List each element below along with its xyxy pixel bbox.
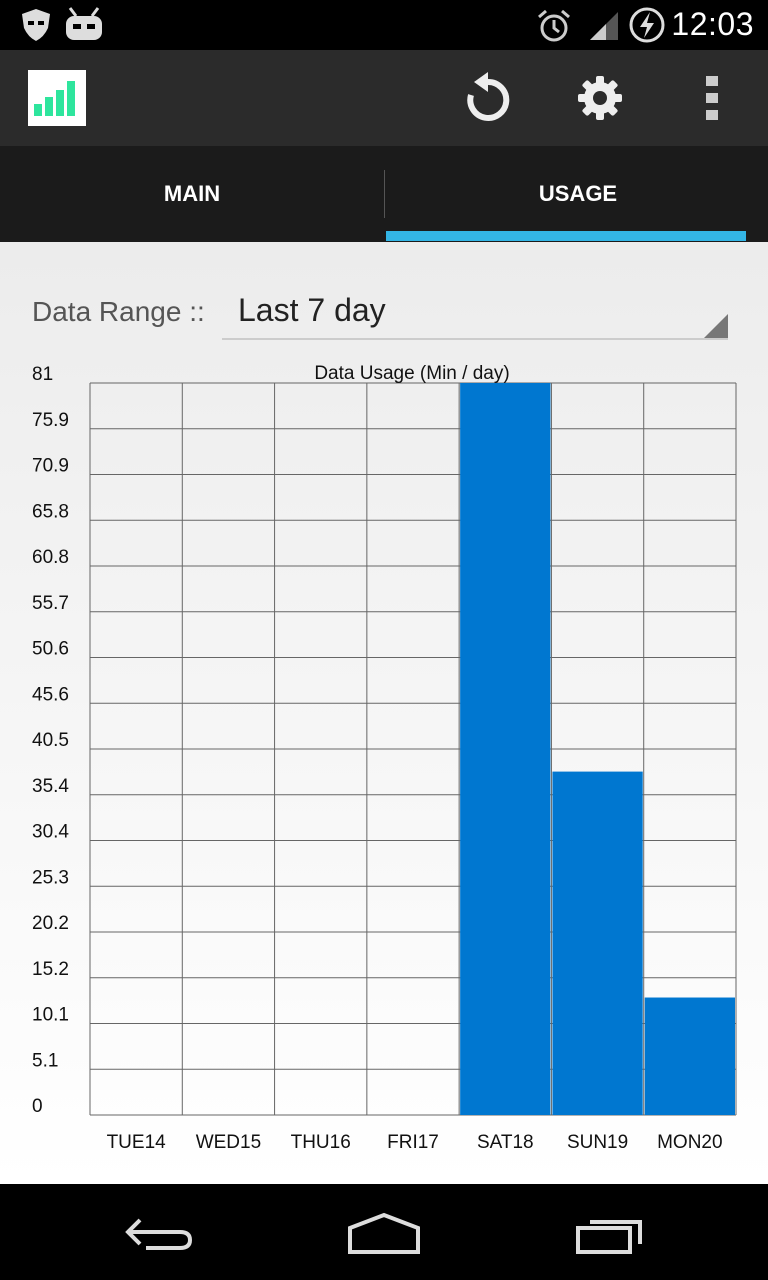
tab-selected-indicator: [386, 231, 746, 241]
y-tick-label: 81: [32, 364, 53, 385]
y-tick-label: 5.1: [32, 1050, 58, 1071]
bar-sun19: [552, 771, 643, 1115]
y-tick-label: 0: [32, 1096, 43, 1117]
tab-usage[interactable]: USAGE: [386, 146, 768, 242]
battery-charging-icon: [629, 7, 665, 43]
shield-icon: [22, 9, 50, 41]
y-tick-label: 10.1: [32, 1005, 69, 1026]
x-tick-label: SUN19: [567, 1132, 628, 1153]
chart-title: Data Usage (Min / day): [314, 363, 509, 384]
y-tick-label: 60.8: [32, 547, 69, 568]
tab-main[interactable]: MAIN: [0, 146, 384, 242]
data-range-label: Data Range ::: [32, 296, 205, 327]
tab-main-label: MAIN: [163, 181, 221, 206]
overflow-menu-icon[interactable]: [704, 76, 720, 120]
x-tick-label: SAT18: [477, 1132, 534, 1153]
x-tick-label: TUE14: [107, 1132, 167, 1153]
clock: 12:03: [671, 6, 754, 42]
y-tick-label: 50.6: [32, 639, 69, 660]
x-tick-label: MON20: [657, 1132, 722, 1153]
usage-chart: 0 5.1 10.1 15.2 20.2 25.3 30.4 35.4 40.5 45.6 50.6…: [32, 363, 737, 1153]
y-tick-label: 15.2: [32, 959, 69, 980]
y-tick-label: 40.5: [32, 730, 69, 751]
back-icon[interactable]: [124, 1214, 196, 1254]
settings-gear-icon[interactable]: [576, 74, 624, 122]
recent-apps-icon[interactable]: [574, 1214, 646, 1256]
status-bar: 12:03: [0, 0, 768, 50]
data-range-value: Last 7 day: [238, 292, 386, 328]
action-bar: [0, 50, 768, 146]
signal-icon: [590, 12, 618, 40]
tab-divider: [384, 170, 385, 218]
signal-bars-app-icon[interactable]: [28, 70, 86, 126]
y-tick-label: 35.4: [32, 776, 69, 797]
navigation-bar: [0, 1184, 768, 1280]
y-tick-label: 55.7: [32, 593, 69, 614]
x-tick-label: FRI17: [387, 1132, 439, 1153]
y-tick-label: 30.4: [32, 822, 69, 843]
bar-mon20: [644, 997, 735, 1115]
refresh-icon[interactable]: [462, 72, 514, 126]
robot-icon: [66, 7, 102, 40]
y-tick-label: 25.3: [32, 867, 69, 888]
home-icon[interactable]: [346, 1212, 422, 1256]
x-tick-label: WED15: [196, 1132, 261, 1153]
tab-usage-label: USAGE: [538, 181, 618, 206]
y-tick-label: 75.9: [32, 410, 69, 431]
bar-sat18: [460, 383, 551, 1115]
alarm-icon: [538, 9, 570, 42]
y-tick-label: 20.2: [32, 913, 69, 934]
data-range-spinner[interactable]: Last 7 day: [222, 290, 728, 340]
y-tick-label: 45.6: [32, 684, 69, 705]
y-tick-label: 65.8: [32, 501, 69, 522]
spinner-arrow-icon: [704, 314, 728, 338]
y-tick-label: 70.9: [32, 456, 69, 477]
x-tick-label: THU16: [291, 1132, 351, 1153]
